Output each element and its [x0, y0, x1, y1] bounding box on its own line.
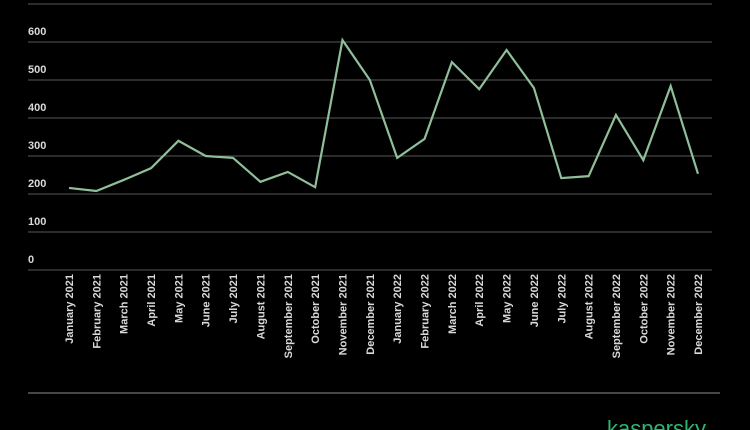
x-tick-label: June 2021 [201, 274, 213, 327]
y-tick-label: 200 [28, 178, 46, 190]
x-tick-label: February 2021 [91, 274, 103, 349]
x-tick-label: May 2022 [502, 274, 514, 323]
y-tick-label: 600 [28, 26, 46, 38]
x-tick-label: July 2022 [556, 274, 568, 324]
x-tick-label: February 2022 [420, 274, 432, 349]
x-tick-label: December 2022 [693, 274, 705, 355]
x-tick-label: April 2021 [146, 274, 158, 327]
y-tick-label: 300 [28, 140, 46, 152]
x-tick-label: December 2021 [365, 274, 377, 355]
logo: kaspersky [607, 416, 706, 430]
x-tick-label: June 2022 [529, 274, 541, 327]
x-tick-label: July 2021 [228, 274, 240, 324]
x-tick-label: November 2022 [666, 274, 678, 355]
x-tick-label: September 2021 [283, 274, 295, 358]
x-tick-label: August 2021 [255, 274, 267, 339]
y-tick-label: 0 [28, 254, 34, 266]
x-tick-label: May 2021 [173, 274, 185, 323]
x-tick-label: November 2021 [337, 274, 349, 355]
data-line [68, 37, 700, 193]
x-tick-label: March 2021 [119, 274, 131, 334]
x-tick-label: January 2022 [392, 274, 404, 344]
y-tick-label: 100 [28, 216, 46, 228]
x-tick-label: March 2022 [447, 274, 459, 334]
x-tick-label: April 2022 [474, 274, 486, 327]
y-tick-label: 500 [28, 64, 46, 76]
x-tick-label: October 2022 [638, 274, 650, 344]
x-tick-label: October 2021 [310, 274, 322, 344]
y-tick-label: 400 [28, 102, 46, 114]
x-tick-label: September 2022 [611, 274, 623, 358]
x-tick-label: January 2021 [64, 274, 76, 344]
x-tick-label: August 2022 [584, 274, 596, 339]
